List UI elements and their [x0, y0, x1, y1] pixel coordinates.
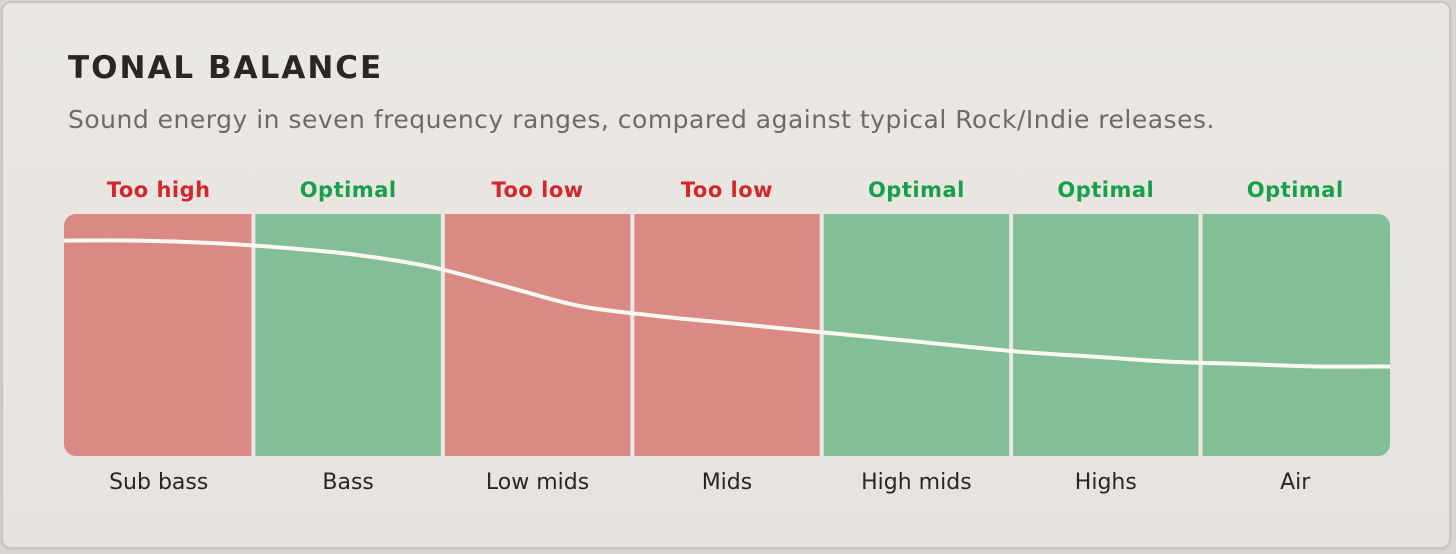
band-divider	[251, 214, 256, 456]
band-highs	[1011, 214, 1202, 456]
band-status-mids: Too low	[680, 178, 774, 202]
band-status-air: Optimal	[1246, 178, 1344, 202]
band-label-bass: Bass	[322, 470, 374, 495]
band-status-low-mids: Too low	[491, 178, 584, 202]
band-divider	[1009, 214, 1014, 456]
band-low-mids	[442, 214, 633, 456]
band-sub-bass	[64, 214, 254, 456]
band-label-high-mids: High mids	[861, 470, 972, 495]
energy-curve	[64, 238, 1390, 369]
band-status-sub-bass: Too high	[106, 178, 211, 202]
panel-subtitle: Sound energy in seven frequency ranges, …	[68, 105, 1215, 134]
band-divider	[440, 214, 445, 456]
panel-title: TONAL BALANCE	[68, 50, 384, 86]
band-status-high-mids: Optimal	[867, 178, 965, 202]
band-divider	[1198, 214, 1203, 456]
band-label-air: Air	[1280, 470, 1311, 495]
band-label-sub-bass: Sub bass	[109, 470, 209, 495]
band-status-bass: Optimal	[299, 178, 397, 202]
band-air	[1200, 214, 1390, 456]
band-status-highs: Optimal	[1057, 178, 1155, 202]
band-status-row: Too high Optimal Too low Too low Optimal…	[64, 174, 1390, 206]
frequency-band-chart	[64, 214, 1390, 456]
band-divider	[630, 214, 635, 456]
band-mids	[632, 214, 823, 456]
band-divider	[819, 214, 824, 456]
band-label-low-mids: Low mids	[485, 470, 590, 495]
band-label-mids: Mids	[701, 470, 753, 495]
band-bass	[253, 214, 444, 456]
band-label-row: Sub bass Bass Low mids Mids High mids Hi…	[64, 466, 1390, 500]
band-chart-svg	[64, 214, 1390, 456]
band-label-highs: Highs	[1074, 470, 1137, 495]
